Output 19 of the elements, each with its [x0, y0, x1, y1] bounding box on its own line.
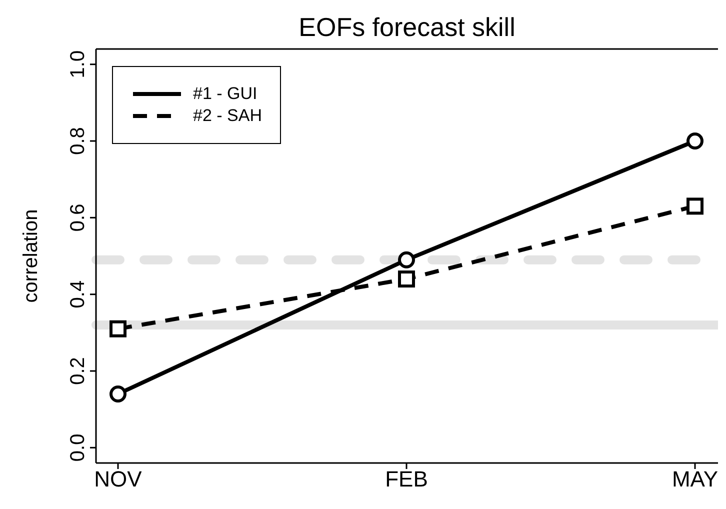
point	[686, 198, 704, 215]
y-axis-title: correlation	[20, 209, 42, 303]
chart-title: EOFs forecast skill	[298, 12, 516, 43]
point	[398, 270, 415, 288]
y-tick-label: 1.0	[67, 50, 89, 78]
point	[110, 386, 126, 402]
x-tick-label: FEB	[385, 466, 428, 492]
legend-label: #1 - GUI	[193, 83, 258, 105]
point	[398, 251, 415, 268]
x-tick-label: MAY	[672, 466, 718, 492]
x-tick-label: NOV	[94, 466, 142, 492]
y-tick-label: 0.2	[67, 357, 89, 385]
y-tick-label: 0.4	[67, 280, 89, 308]
point	[686, 132, 704, 150]
legend-label: #2 - SAH	[193, 105, 262, 127]
point	[110, 320, 126, 338]
y-tick-label: 0.0	[67, 434, 89, 462]
y-tick-label: 0.6	[67, 204, 89, 232]
y-tick-label: 0.8	[67, 127, 89, 155]
